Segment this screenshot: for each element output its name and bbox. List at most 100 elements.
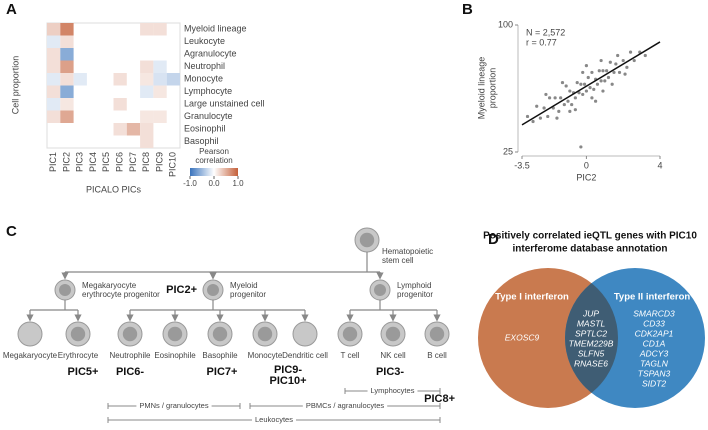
gene: RNASE6 [574,358,608,368]
heatmap-cell [140,73,154,86]
panel-label: B [462,1,473,18]
x-axis-label: PICALO PICs [86,184,142,194]
cell-nucleus [385,326,401,342]
scatter-point [625,65,629,69]
row-label: Eosinophil [184,124,226,134]
heatmap-cell [60,35,74,48]
scatter-point [564,84,568,88]
y-tick-label: 100 [498,19,513,29]
gene: CDK2AP1 [635,328,674,338]
fit-line [521,41,661,126]
heatmap-cell [140,60,154,73]
heatmap-cell [140,23,154,36]
scatter-point [599,58,603,63]
scatter-point [595,82,600,86]
column-label: PIC8 [141,152,151,172]
heatmap-cell [47,73,61,86]
heatmap-cell [153,60,167,73]
scatter-point [584,64,589,68]
scatter-point [582,82,587,86]
scatter-point [584,89,589,93]
cell-nucleus [59,284,71,296]
colorbar-tick-label: 0.0 [208,179,220,188]
scatter-point [599,79,603,83]
scatter-point [579,82,583,86]
scatter-point [535,104,539,108]
cell-label: NK cell [380,351,406,360]
cell-nucleus [257,326,273,342]
row-label: Neutrophil [184,61,225,71]
annotation: N = 2,572 [526,27,565,37]
scatter-point [617,70,622,75]
panel-label: C [6,223,17,240]
cell-label: Monocyte [248,351,283,360]
row-label: Granulocyte [184,111,233,121]
heatmap-cell [153,23,167,36]
scatter-point [573,96,577,100]
group-label: PMNs / granulocytes [139,401,208,410]
heatmap-cell [47,85,61,98]
colorbar-title: Pearson [199,147,229,156]
row-label: Myeloid lineage [184,24,247,34]
cell-icon [17,321,43,347]
pic-label: PIC8+ [424,393,455,405]
scatter-point [566,99,570,103]
scatter-point [581,92,585,97]
heatmap-cell [47,48,61,61]
row-label: Basophil [184,136,219,146]
gene: SMARCD3 [633,308,675,318]
heatmap-cell [113,98,127,111]
cell-nucleus [342,326,358,342]
node-label: Hematopoietic [382,247,433,256]
scatter-point [608,60,612,64]
gene: SIDT2 [642,378,666,388]
heatmap-cell [166,73,180,86]
scatter-point [548,96,552,100]
heatmap-cell [47,60,61,73]
cell-nucleus [212,326,228,342]
pic-label: PIC2+ [166,284,197,296]
row-label: Agranulocyte [184,49,237,59]
scatter-point [568,109,572,113]
x-axis-label: PIC2 [576,172,596,182]
scatter-point [586,75,590,80]
node-label: stem cell [382,256,414,265]
scatter-point [632,58,636,63]
group-label: Leukocytes [255,415,293,424]
column-label: PIC9 [154,152,164,172]
column-label: PIC4 [88,152,98,172]
set-name: Type II interferon [614,292,691,303]
scatter-point [601,69,605,73]
scatter-point [581,70,585,75]
venn-overlap [565,268,618,408]
heatmap-cell [60,98,74,111]
scatter-point [579,145,583,149]
scatter-point [643,53,647,58]
colorbar-tick-label: 1.0 [232,179,244,188]
scatter-point [575,80,579,85]
column-label: PIC10 [168,152,178,177]
heatmap-cell [60,48,74,61]
scatter-point [614,62,618,66]
panel-label: D [488,231,499,248]
heatmap-cell [60,23,74,36]
heatmap-cell [60,85,74,98]
node-label: Lymphoid [397,281,431,290]
scatter-point [538,116,543,120]
node-label: erythrocyte progenitor [82,290,160,299]
set-name: Type I interferon [495,292,569,303]
gene: JUP [582,308,599,318]
cell-label: Erythrocyte [58,351,99,360]
cell-label: B cell [427,351,447,360]
cell-nucleus [167,326,183,342]
scatter-point [588,86,592,90]
heatmap-cell [140,85,154,98]
column-label: PIC6 [115,152,125,172]
scatter-point [555,116,559,120]
heatmap-cell [153,110,167,123]
cell-label: Megakaryocyte [3,351,58,360]
scatter-point [570,102,574,107]
cell-nucleus [70,326,86,342]
pic-label: PIC10+ [270,375,307,387]
